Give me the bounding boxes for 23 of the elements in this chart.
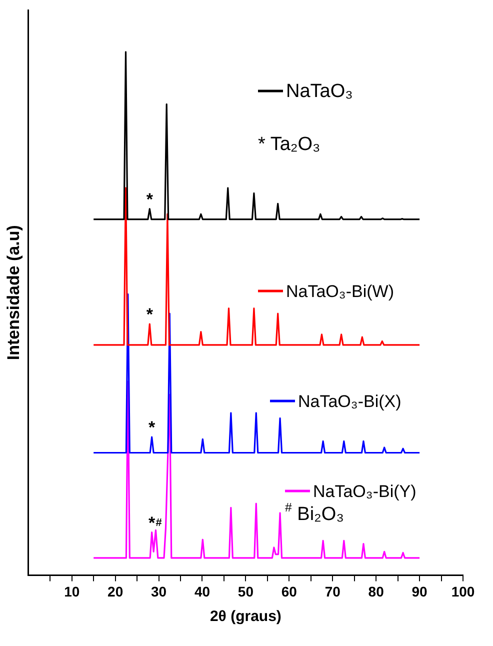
x-tick-label: 100 [451, 583, 475, 600]
x-tick-label: 20 [108, 583, 124, 600]
annotation: * [146, 190, 154, 209]
x-tick-label: 60 [281, 583, 298, 600]
x-tick-label: 50 [238, 583, 254, 600]
annotation: * [146, 305, 154, 324]
x-tick-label: 30 [150, 583, 167, 600]
legend-label: NaTaO₃-Bi(Y) [313, 482, 416, 501]
annotation: * [148, 418, 156, 438]
legend-label: NaTaO₃ [286, 81, 353, 102]
x-tick-label: 40 [194, 583, 210, 600]
legend-label: NaTaO₃-Bi(W) [286, 282, 394, 301]
annotation: * Ta₂O₃ [258, 134, 320, 155]
x-tick-label: 80 [368, 583, 384, 600]
x-tick-label: 70 [324, 583, 341, 600]
x-tick-label: 10 [64, 583, 80, 600]
annotation: # [156, 517, 162, 530]
y-axis-title: Intensidade (a.u) [4, 225, 23, 360]
annotation: * [148, 513, 156, 532]
legend-label: NaTaO₃-Bi(X) [298, 392, 402, 411]
x-tick-label: 90 [412, 583, 428, 600]
x-axis-title: 2θ (graus) [210, 608, 282, 626]
annotation: # Bi₂O₃ [285, 500, 344, 525]
